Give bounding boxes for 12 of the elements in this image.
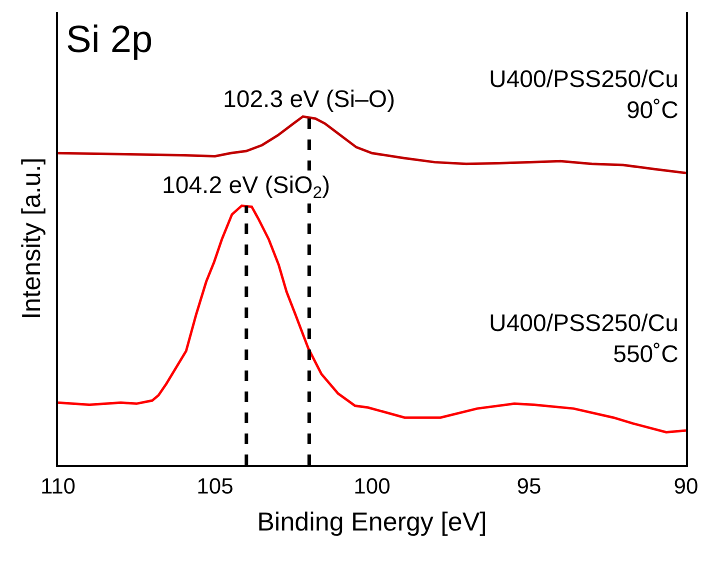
x-tick-label: 95 xyxy=(516,473,542,498)
annotation: 104.2 eV (SiO$_{2}$) xyxy=(162,172,330,202)
series-label: U400/PSS250/Cu 550˚C xyxy=(489,310,678,368)
x-tick-label: 90 xyxy=(674,473,698,498)
x-tick-label: 100 xyxy=(354,473,390,498)
x-tick-label: 110 xyxy=(40,473,76,498)
y-axis-title: Intensity [a.u.] xyxy=(16,158,46,320)
series-label: U400/PSS250/Cu 90˚C xyxy=(489,66,678,124)
x-axis-title: Binding Energy [eV] xyxy=(257,506,487,537)
annotation: 102.3 eV (Si–O) xyxy=(223,86,396,113)
text: Si 2p xyxy=(66,19,153,61)
x-tick-label: 105 xyxy=(196,473,234,498)
